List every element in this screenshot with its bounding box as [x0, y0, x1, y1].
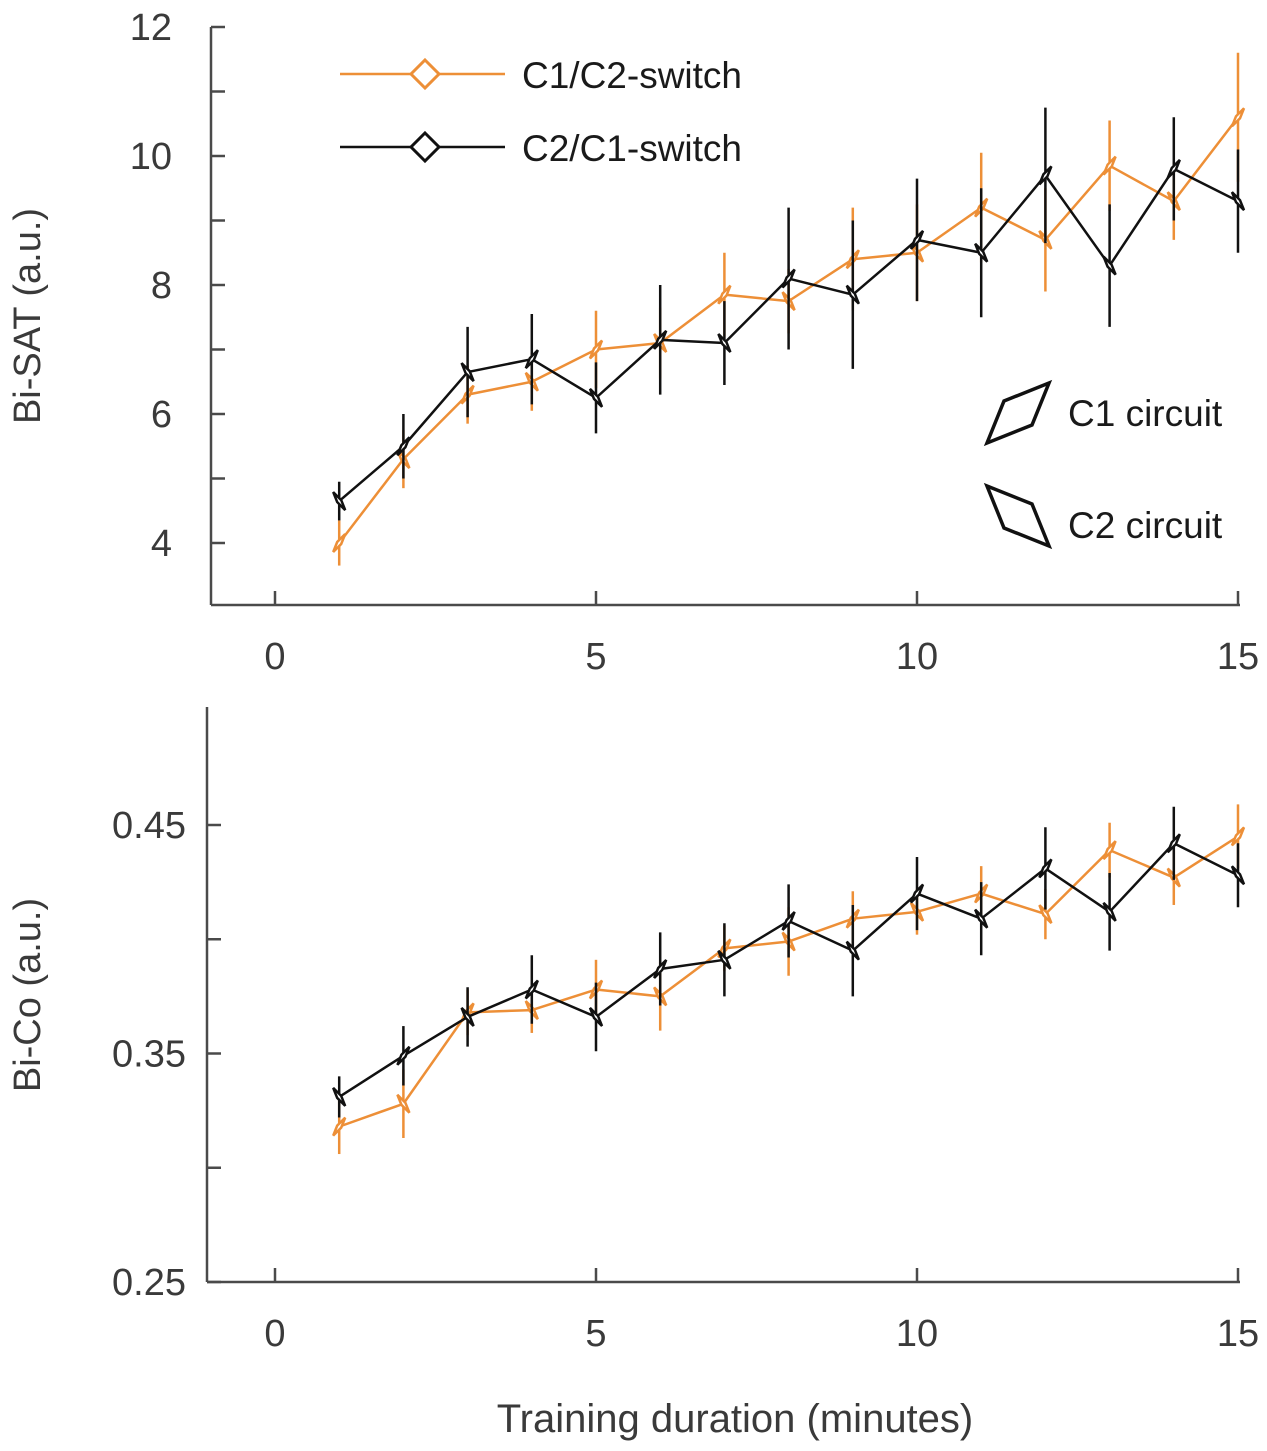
bisat-xtick-label: 0: [264, 636, 285, 678]
bico-xtick-label: 5: [585, 1313, 606, 1355]
bico-marker-black-c2: [1230, 865, 1246, 886]
bisat-series: [332, 52, 1246, 566]
bico-ticks: 0 5 10 15 0.25 0.35 0.45: [112, 805, 1259, 1355]
bisat-panel: 0 5 10 15 4 6 8 10 12 Bi-SAT (a.u.) C1/C2-switch…: [7, 7, 1259, 678]
bisat-marker-black-c1: [524, 349, 539, 370]
bico-marker-orange-c2: [1038, 904, 1053, 924]
bisat-marker-orange-c1: [332, 533, 347, 553]
bico-ytick-label: 0.35: [112, 1034, 186, 1076]
bisat-xtick-label: 5: [585, 636, 606, 678]
bico-panel: 0 5 10 15 0.25 0.35 0.45 Bi-Co (a.u.): [7, 707, 1259, 1355]
c1-circuit-icon: [983, 379, 1053, 447]
c2-circuit-icon: [983, 482, 1053, 550]
bisat-marker-orange-c1: [1102, 155, 1117, 176]
bico-marker-black-c1: [653, 959, 668, 979]
legend-label-c2-circuit: C2 circuit: [1068, 505, 1223, 546]
bico-marker-orange-c2: [396, 1093, 411, 1114]
bico-marker-black-c2: [1102, 901, 1117, 922]
legend-label-c1-circuit: C1 circuit: [1068, 393, 1223, 434]
bico-marker-black-c1: [781, 911, 796, 931]
bico-marker-black-c2: [845, 940, 860, 961]
bisat-marker-black-c2: [1102, 255, 1117, 276]
bisat-marker-black-c2: [717, 333, 732, 353]
legend-label-c2c1: C2/C1-switch: [522, 128, 742, 169]
bico-marker-black-c1: [909, 883, 925, 904]
bisat-ylabel: Bi-SAT (a.u.): [7, 208, 49, 424]
bisat-marker-black-c2: [332, 491, 347, 511]
bisat-marker-black-c1: [781, 268, 796, 289]
bico-series-orange: [332, 804, 1246, 1155]
bico-xtick-label: 15: [1217, 1313, 1259, 1355]
bico-marker-black-c1: [1038, 858, 1053, 879]
bico-series-black: [332, 806, 1246, 1118]
legend-diamond-orange-icon: [408, 57, 442, 91]
bico-marker-black-c2: [974, 908, 989, 929]
bisat-marker-black-c2: [845, 284, 860, 305]
bico-marker-black-c1: [524, 979, 539, 1000]
bico-xtick-label: 10: [896, 1313, 938, 1355]
series-legend: C1/C2-switch C2/C1-switch: [340, 55, 742, 169]
bisat-ytick-label: 10: [130, 136, 172, 178]
bisat-marker-black-c1: [1038, 165, 1053, 186]
bico-marker-orange-c1: [332, 1116, 347, 1137]
bisat-xtick-label: 15: [1217, 636, 1259, 678]
bico-marker-black-c2: [588, 1007, 604, 1027]
bisat-marker-orange-c1: [717, 284, 732, 305]
bisat-xtick-label: 10: [896, 636, 938, 678]
bico-marker-black-c2: [460, 1007, 475, 1027]
bisat-marker-black-c1: [396, 436, 411, 457]
bico-series: [332, 804, 1246, 1155]
bisat-marker-black-c2: [460, 362, 475, 382]
bico-marker-black-c2: [332, 1087, 347, 1107]
bisat-ticks: 0 5 10 15 4 6 8 10 12: [130, 7, 1259, 678]
bisat-marker-black-c2: [588, 387, 604, 408]
bico-ylabel: Bi-Co (a.u.): [7, 898, 49, 1092]
bisat-marker-black-c1: [653, 329, 668, 350]
bisat-ytick-label: 8: [151, 265, 172, 307]
marker-legend: C1 circuit C2 circuit: [983, 379, 1223, 550]
bico-marker-orange-c1: [1102, 840, 1117, 861]
bico-marker-black-c2: [717, 949, 732, 970]
bisat-marker-orange-c1: [588, 339, 604, 360]
bisat-series-black: [332, 107, 1246, 521]
bisat-ytick-label: 4: [151, 523, 172, 565]
bisat-marker-black-c1: [909, 229, 925, 250]
legend-diamond-black-icon: [408, 130, 442, 164]
bisat-ytick-label: 6: [151, 394, 172, 436]
bico-marker-orange-c1: [1230, 826, 1246, 847]
x-axis-label: Training duration (minutes): [497, 1397, 974, 1441]
bisat-ytick-label: 12: [130, 7, 172, 49]
bisat-marker-black-c1: [1166, 159, 1181, 179]
bico-ytick-label: 0.25: [112, 1262, 186, 1304]
bisat-marker-black-c2: [1230, 191, 1246, 212]
bico-line-orange: [338, 835, 1239, 1128]
bico-marker-black-c1: [1166, 833, 1181, 854]
bico-ytick-label: 0.45: [112, 805, 186, 847]
legend-label-c1c2: C1/C2-switch: [522, 55, 742, 96]
bico-marker-black-c1: [396, 1045, 411, 1066]
bisat-marker-orange-c1: [1230, 107, 1246, 128]
bisat-marker-black-c2: [974, 242, 989, 263]
bico-xtick-label: 0: [264, 1313, 285, 1355]
